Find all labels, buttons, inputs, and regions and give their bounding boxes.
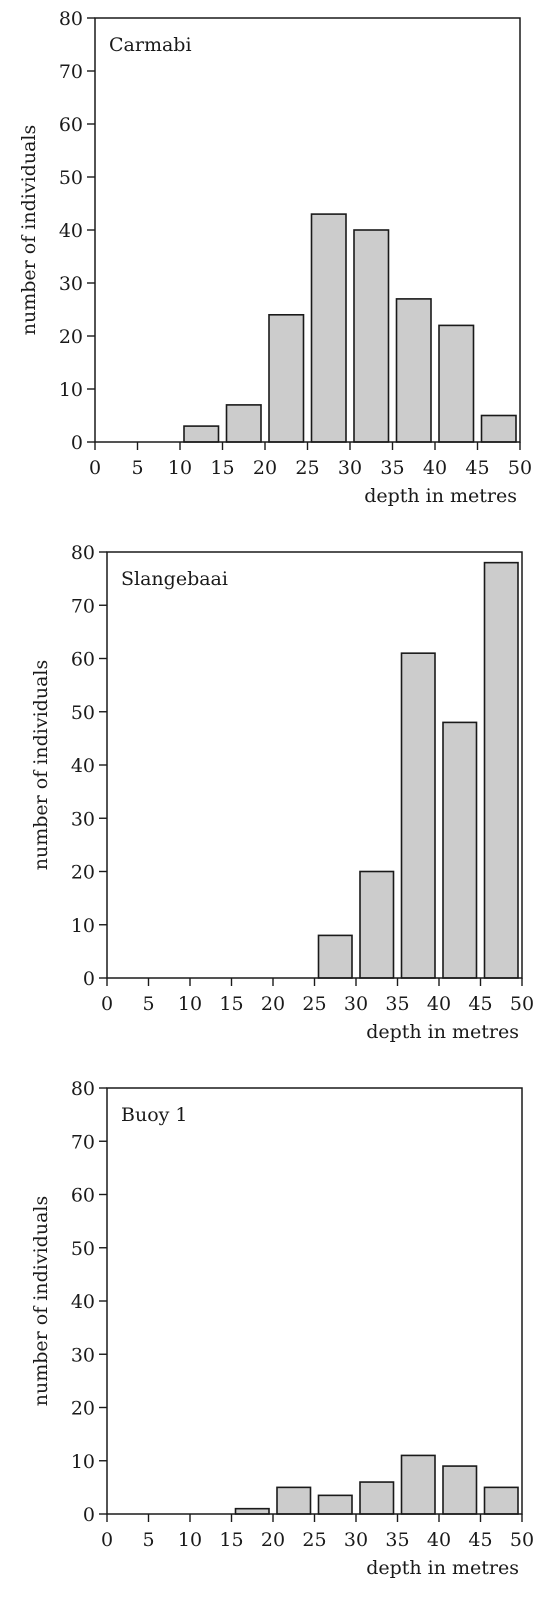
bar <box>480 414 517 443</box>
x-tick-label: 0 <box>101 993 113 1015</box>
y-tick-label: 0 <box>83 1504 95 1526</box>
chart-svg: 0 10 20 30 40 50 60 70 80 0 5 10 15 20 25 30 35 40 45 50 dep… <box>18 8 532 507</box>
bar <box>359 870 395 979</box>
panel-title: Carmabi <box>109 34 192 56</box>
bar <box>276 1486 312 1515</box>
x-tick-label: 50 <box>510 1529 534 1551</box>
y-tick-label: 60 <box>59 114 83 136</box>
x-tick-label: 35 <box>385 993 409 1015</box>
x-tick-label: 45 <box>468 993 492 1015</box>
x-tick-label: 50 <box>508 457 532 479</box>
bar <box>353 229 390 443</box>
y-tick-label: 20 <box>71 1398 95 1420</box>
x-axis-label: depth in metres <box>366 1021 519 1043</box>
x-tick-label: 20 <box>253 457 277 479</box>
y-tick-label: 40 <box>71 1291 95 1313</box>
x-tick-label: 15 <box>219 993 243 1015</box>
chart-svg: 0 10 20 30 40 50 60 70 80 0 5 10 15 20 25 30 35 40 45 50 dep… <box>30 542 534 1043</box>
y-tick-label: 30 <box>59 273 83 295</box>
x-tick-label: 15 <box>219 1529 243 1551</box>
x-tick-label: 5 <box>142 993 154 1015</box>
y-tick-label: 20 <box>71 862 95 884</box>
x-tick-label: 40 <box>423 457 447 479</box>
panel-title: Buoy 1 <box>121 1104 188 1126</box>
y-tick-label: 60 <box>71 1185 95 1207</box>
x-tick-label: 30 <box>344 1529 368 1551</box>
y-tick-label: 0 <box>71 432 83 454</box>
y-tick-label: 80 <box>59 8 83 30</box>
y-axis-label: number of individuals <box>18 125 40 335</box>
x-tick-label: 30 <box>338 457 362 479</box>
x-tick-label: 40 <box>427 993 451 1015</box>
bar <box>310 213 347 443</box>
y-tick-label: 80 <box>71 1078 95 1100</box>
y-tick-label: 30 <box>71 808 95 830</box>
bar <box>317 1494 353 1515</box>
y-axis-label: number of individuals <box>30 660 52 870</box>
x-tick-label: 40 <box>427 1529 451 1551</box>
x-tick-label: 10 <box>178 993 202 1015</box>
x-tick-label: 20 <box>261 993 285 1015</box>
bar <box>317 934 353 979</box>
x-axis-label: depth in metres <box>364 485 517 507</box>
bar <box>442 1465 478 1515</box>
x-tick-label: 25 <box>302 1529 326 1551</box>
x-tick-label: 5 <box>131 457 143 479</box>
x-tick-label: 25 <box>295 457 319 479</box>
x-tick-label: 45 <box>465 457 489 479</box>
x-tick-label: 35 <box>380 457 404 479</box>
panel-title: Slangebaai <box>121 568 228 590</box>
y-tick-label: 10 <box>71 1451 95 1473</box>
y-tick-label: 0 <box>83 968 95 990</box>
x-tick-label: 5 <box>142 1529 154 1551</box>
bar <box>268 313 305 443</box>
x-tick-label: 25 <box>302 993 326 1015</box>
y-tick-label: 60 <box>71 649 95 671</box>
x-tick-label: 0 <box>101 1529 113 1551</box>
bar <box>400 1454 436 1515</box>
bar <box>442 721 478 979</box>
x-tick-label: 45 <box>468 1529 492 1551</box>
histogram-buoy-1: 0 10 20 30 40 50 60 70 80 0 5 10 15 20 25 30 35 40 45 50 dep… <box>0 1070 543 1604</box>
bar <box>183 425 220 443</box>
y-tick-label: 20 <box>59 326 83 348</box>
histogram-slangebaai: 0 10 20 30 40 50 60 70 80 0 5 10 15 20 25 30 35 40 45 50 dep… <box>0 535 543 1065</box>
x-tick-label: 20 <box>261 1529 285 1551</box>
y-axis-label: number of individuals <box>30 1196 52 1406</box>
y-tick-label: 40 <box>59 220 83 242</box>
x-tick-label: 10 <box>168 457 192 479</box>
x-axis-label: depth in metres <box>366 1557 519 1579</box>
y-tick-label: 10 <box>59 379 83 401</box>
bar <box>483 1486 519 1515</box>
bar <box>225 404 262 443</box>
x-tick-label: 50 <box>510 993 534 1015</box>
y-tick-label: 80 <box>71 542 95 564</box>
y-tick-label: 70 <box>71 1131 95 1153</box>
y-tick-label: 50 <box>71 702 95 724</box>
x-tick-label: 0 <box>89 457 101 479</box>
y-tick-label: 10 <box>71 915 95 937</box>
plot-frame <box>106 1087 523 1515</box>
y-tick-label: 70 <box>71 595 95 617</box>
bar <box>438 324 475 443</box>
x-tick-label: 10 <box>178 1529 202 1551</box>
histogram-carmabi: 0 10 20 30 40 50 60 70 80 0 5 10 15 20 25 30 35 40 45 50 dep… <box>0 0 543 530</box>
x-tick-label: 30 <box>344 993 368 1015</box>
bar <box>395 298 432 443</box>
y-tick-label: 30 <box>71 1344 95 1366</box>
bar <box>483 561 519 979</box>
chart-svg: 0 10 20 30 40 50 60 70 80 0 5 10 15 20 25 30 35 40 45 50 dep… <box>30 1078 534 1579</box>
x-tick-label: 35 <box>385 1529 409 1551</box>
y-tick-label: 40 <box>71 755 95 777</box>
bar <box>234 1507 270 1515</box>
y-tick-label: 70 <box>59 61 83 83</box>
bar <box>400 652 436 979</box>
bar <box>359 1481 395 1515</box>
y-tick-label: 50 <box>59 167 83 189</box>
y-tick-label: 50 <box>71 1238 95 1260</box>
x-tick-label: 15 <box>210 457 234 479</box>
